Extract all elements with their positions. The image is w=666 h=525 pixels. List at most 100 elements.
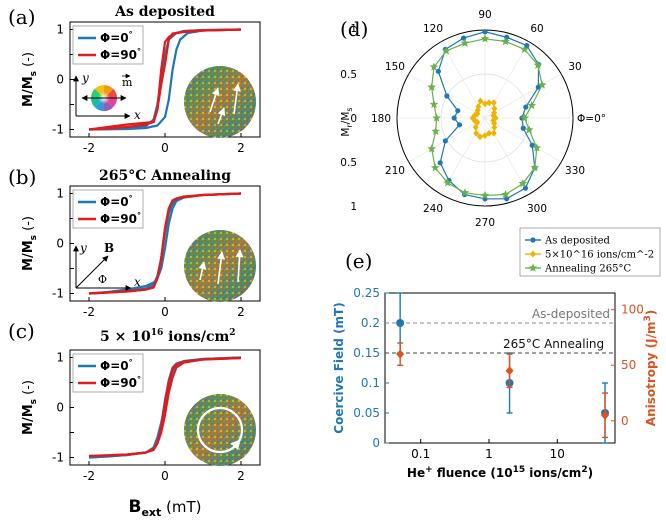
panel-c-title-tail: ions/cm	[163, 329, 229, 345]
legend-box	[72, 189, 144, 229]
domain-image-tint	[184, 394, 256, 466]
vortex-circle	[196, 406, 244, 454]
legend-degree: °	[129, 194, 133, 203]
polar-marker-diamond	[486, 99, 493, 107]
xlabel-sup2: 2	[581, 465, 587, 475]
polar-spoke	[484, 73, 562, 119]
legend-degree: °	[137, 211, 141, 220]
y-tick-label: 0	[56, 73, 64, 87]
polar-marker-circle	[520, 125, 526, 131]
left-y-tick-label: 0.2	[361, 316, 380, 330]
polar-marker-star	[442, 46, 451, 55]
polar-legend-marker	[528, 263, 538, 272]
right-ylabel-sup: 3	[643, 315, 653, 321]
panel-a-title: As deposited	[114, 4, 215, 20]
panel-c: (c) 5 × 1016 ions/cm2 -101-2 0 2M/Ms (-)Φ=…	[8, 319, 261, 519]
polar-marker-star	[430, 163, 440, 172]
polar-marker-circle	[437, 160, 443, 166]
legend-degree: °	[137, 375, 141, 384]
polar-marker-diamond	[476, 133, 483, 141]
y-tick-label: 1	[56, 23, 64, 37]
y-tick-label: -1	[52, 451, 64, 465]
polar-marker-star	[427, 82, 436, 91]
vortex-arrow	[230, 439, 241, 451]
polar-y-label: Mr/Ms	[340, 107, 354, 136]
polar-marker-star	[431, 126, 440, 135]
polar-marker-star	[501, 190, 510, 199]
inset-x-label: x	[134, 275, 141, 289]
polar-legend-marker	[530, 250, 536, 258]
plot-frame-e	[384, 292, 616, 444]
left-y-tick-label: 0	[372, 436, 380, 450]
polar-angle-label: 120	[423, 23, 443, 35]
panel-c-title-sup: 16	[151, 328, 164, 338]
panel-c-letter: (c)	[8, 319, 35, 343]
legend-label: Φ=90°	[100, 47, 141, 62]
polar-marker-star	[480, 190, 490, 200]
polar-marker-diamond	[491, 105, 498, 113]
polar-legend-label: Annealing 265°C	[544, 264, 631, 275]
x-tick-label: 2	[237, 141, 245, 155]
polar-marker-star	[501, 36, 510, 46]
polar-marker-star	[443, 178, 452, 187]
polar-y-label-sub2: s	[345, 107, 354, 111]
right-y-tick-label: 100	[621, 303, 644, 317]
polar-marker-star	[480, 34, 490, 43]
polar-marker-circle	[523, 104, 529, 110]
y-tick-label: 0	[56, 401, 64, 415]
polar-marker-star	[427, 144, 436, 153]
legend-degree: °	[129, 358, 133, 367]
polar-marker-diamond	[490, 99, 497, 107]
y-axis-label-mms: M/Ms (-)	[21, 216, 39, 271]
polar-angle-label: 30	[568, 61, 581, 73]
legend-b: Φ=0° Φ=90°	[72, 189, 144, 229]
y-tick-label: -1	[52, 287, 64, 301]
polar-marker-star	[520, 113, 529, 122]
polar-legend-label: 5×10^16 ions/cm^-2	[545, 250, 654, 261]
x-tick-label: 1	[485, 447, 493, 461]
polar-marker-diamond	[482, 100, 488, 108]
ylabel-sub: s	[29, 399, 39, 404]
anisotropy-point	[505, 366, 514, 376]
domain-arrow	[217, 107, 226, 125]
ylabel-main: M/M	[21, 404, 36, 435]
polar-angle-label: 90	[478, 9, 491, 21]
polar-marker-star	[429, 62, 439, 71]
polar-r-tick-label: 1	[350, 23, 357, 35]
panel-e: (e) 0 0.05 0.1 0.15 0.2 0.25 0 50 100 0.1 1 10 As-de…	[332, 249, 658, 480]
polar-legend-box	[519, 227, 661, 277]
polar-angle-label: Φ=0°	[577, 113, 606, 125]
ylabel-tail: (-)	[21, 216, 36, 235]
y-tick-label: 1	[56, 187, 64, 201]
polar-marker-diamond	[486, 129, 493, 137]
polar-marker-star	[429, 99, 439, 108]
polar-legend: As deposited 5×10^16 ions/cm^-2 Annealing …	[519, 227, 661, 277]
polar-marker-diamond	[473, 129, 480, 137]
y-tick-label: -1	[52, 123, 64, 137]
polar-marker-circle	[442, 138, 448, 144]
inset-y-label: y	[79, 241, 87, 255]
y-tick-label: 1	[56, 351, 64, 365]
panel-d: (d) 90 60 30 Φ=0° 330 300 270 240 210 180 150 120 1 0…	[340, 9, 661, 277]
inset-b-label: B	[104, 241, 114, 255]
polar-marker-diamond	[472, 123, 479, 131]
left-y-tick-label: 0.25	[353, 286, 380, 300]
polar-y-label-mid: /M	[340, 112, 352, 125]
domain-arrow	[233, 83, 242, 115]
polar-marker-circle	[435, 68, 441, 74]
fluence-plot-e: 0 0.05 0.1 0.15 0.2 0.25 0 50 100 0.1 1 10 As-deposi…	[332, 286, 658, 480]
panel-d-letter: (d)	[340, 17, 368, 41]
polar-legend-label: As deposited	[544, 236, 611, 247]
inset-phi-label: Φ	[98, 273, 107, 286]
polar-angle-label: 60	[530, 23, 543, 35]
xlabel-plus: +	[425, 465, 433, 475]
x-tick-label: 0	[161, 469, 169, 483]
xlabel-mid: fluence (10	[433, 466, 513, 480]
panel-e-letter: (e)	[345, 249, 372, 273]
legend-box	[72, 25, 144, 65]
polar-r-tick-label: 0.5	[340, 69, 357, 81]
polar-marker-circle	[455, 108, 461, 114]
polar-marker-star	[530, 163, 540, 172]
legend-c: Φ=0° Φ=90°	[72, 353, 144, 393]
